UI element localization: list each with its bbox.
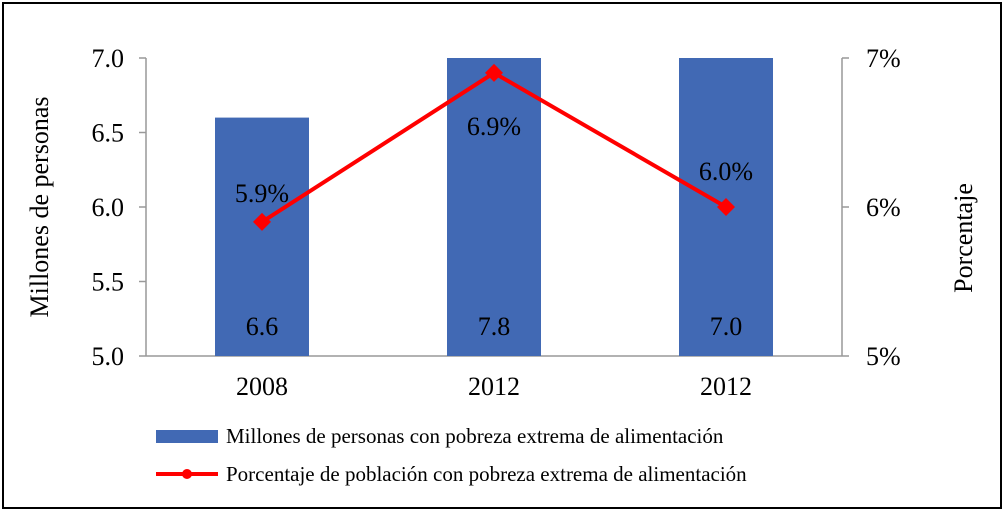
bar-value-label: 7.8 (478, 312, 511, 341)
y-left-tick-label: 5.5 (92, 268, 125, 297)
line-point-marker (253, 212, 271, 231)
x-tick-label: 2008 (236, 372, 288, 401)
legend-line-label: Porcentaje de población con pobreza extr… (226, 462, 747, 486)
y-left-tick-label: 6.0 (92, 193, 125, 222)
y-left-tick-label: 7.0 (92, 44, 125, 73)
y-right-tick-label: 7% (866, 44, 901, 73)
legend-bar-swatch (156, 430, 218, 443)
y-left-tick-label: 5.0 (92, 342, 125, 371)
y-right-tick-label: 5% (866, 342, 901, 371)
legend-bar-label: Millones de personas con pobreza extrema… (226, 424, 724, 448)
line-value-label: 6.9% (467, 112, 521, 141)
y-left-tick-label: 6.5 (92, 119, 125, 148)
line-value-label: 5.9% (235, 179, 289, 208)
y-axis-left-title: Millones de personas (25, 97, 54, 318)
x-tick-label: 2012 (700, 372, 752, 401)
line-point-marker (485, 63, 503, 82)
bar (447, 58, 541, 356)
bar-value-label: 7.0 (710, 312, 743, 341)
x-tick-label: 2012 (468, 372, 520, 401)
bar (215, 117, 309, 356)
y-right-tick-label: 6% (866, 193, 901, 222)
line-value-label: 6.0% (699, 157, 753, 186)
bar-value-label: 6.6 (246, 312, 279, 341)
line-point-marker (717, 198, 735, 216)
y-axis-right-title: Porcentaje (949, 183, 978, 293)
legend-line-marker (182, 469, 192, 479)
